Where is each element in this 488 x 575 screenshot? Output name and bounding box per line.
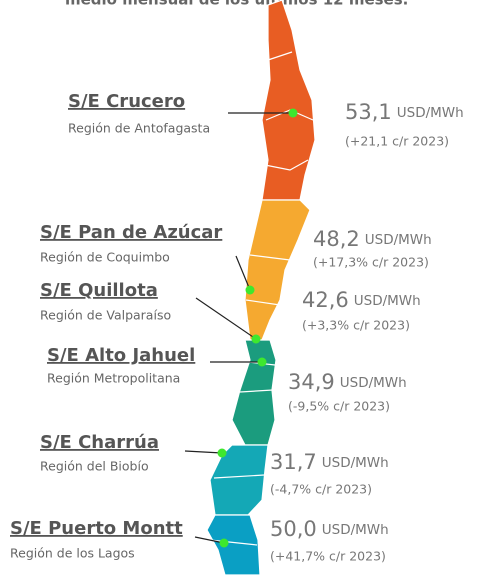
price: 31,7 [270,450,317,474]
price: 42,6 [302,288,349,312]
region-border [249,254,291,261]
station-region: Región de Antofagasta [68,121,210,136]
price-line: 31,7 USD/MWh [270,450,389,474]
price-line: 48,2 USD/MWh [313,227,432,251]
price: 50,0 [270,517,317,541]
price-line: 53,1 USD/MWh [345,100,464,124]
price-change: (+3,3% c/r 2023) [302,318,410,333]
station-region: Región Metropolitana [47,371,180,386]
station-region: Región de Coquimbo [40,250,170,265]
region-border [209,539,258,546]
leader-line [194,536,225,544]
price-line: 42,6 USD/MWh [302,288,421,312]
price-line: 34,9 USD/MWh [288,370,407,394]
station-region: Región del Biobío [40,459,149,474]
price-change: (+41,7% c/r 2023) [270,549,386,564]
region-north [261,0,316,201]
region-center [231,339,277,446]
station-dot [257,357,267,367]
price: 48,2 [313,227,360,251]
station-dot [217,448,227,458]
price-line: 50,0 USD/MWh [270,517,389,541]
station-name: S/E Puerto Montt [10,518,183,539]
station-dot [251,334,261,344]
region-center-north [244,199,311,341]
station-name: S/E Crucero [68,91,185,112]
chile-map [206,0,316,575]
station-dot [219,538,229,548]
leader-line [195,297,257,340]
station-dot [245,285,255,295]
price-change: (-4,7% c/r 2023) [270,482,372,497]
price-change: (-9,5% c/r 2023) [288,399,390,414]
station-region: Región de los Lagos [10,546,135,561]
station-name: S/E Pan de Azúcar [40,222,222,243]
price-change: (+21,1 c/r 2023) [345,134,449,149]
region-border [264,159,309,171]
unit: USD/MWh [365,232,432,248]
region-border [239,389,274,393]
price: 53,1 [345,100,392,124]
header-fragment: medio mensual de los últimos 12 meses. [65,0,408,9]
leader-line [184,450,223,454]
region-far-south [206,514,261,575]
price: 34,9 [288,370,335,394]
unit: USD/MWh [322,455,389,471]
unit: USD/MWh [397,105,464,121]
region-border [245,299,281,306]
station-name: S/E Charrúa [40,432,159,453]
region-border [213,474,265,479]
station-region: Región de Valparaíso [40,308,171,323]
unit: USD/MWh [322,522,389,538]
station-name: S/E Alto Jahuel [47,345,195,366]
unit: USD/MWh [354,293,421,309]
region-border [267,51,293,61]
station-dot [288,108,298,118]
unit: USD/MWh [340,375,407,391]
price-change: (+17,3% c/r 2023) [313,255,429,270]
leader-line [235,255,251,291]
station-name: S/E Quillota [40,280,158,301]
